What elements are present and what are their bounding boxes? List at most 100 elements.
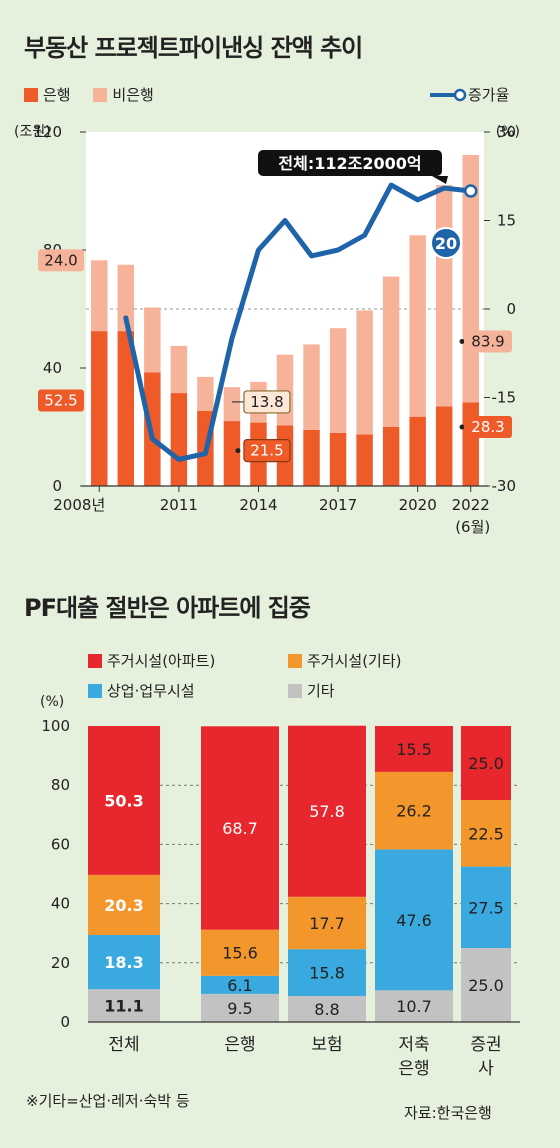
right-axis-unit: (%) bbox=[496, 124, 520, 140]
bar-value-label: 8.8 bbox=[314, 1000, 339, 1019]
right-tick-label: -15 bbox=[492, 389, 517, 407]
left-tick-label: 120 bbox=[33, 123, 62, 141]
chart2-category-label: 보험 bbox=[311, 1035, 342, 1055]
right-tick-label: -30 bbox=[492, 477, 517, 495]
x-tick-label: 2014 bbox=[239, 496, 277, 514]
chart1-annotations: 24.0 52.5 13.8 21.5 83.9 28.3 전체:112조2000억 20 bbox=[38, 150, 512, 463]
bar-segment bbox=[288, 725, 366, 897]
bar-segment bbox=[461, 800, 511, 867]
legend-commercial-label: 상업·업무시설 bbox=[107, 682, 195, 700]
bar-nonbank bbox=[223, 387, 241, 422]
legend-resother: 주거시설(기타) bbox=[288, 652, 402, 670]
chart1-growth-line bbox=[123, 182, 478, 462]
bar-segment bbox=[201, 726, 279, 930]
leader-right-bank-dot bbox=[459, 424, 465, 430]
chart2-category-label: 저축 bbox=[398, 1035, 429, 1055]
bar-nonbank bbox=[435, 185, 453, 407]
x-tick-label: 2011 bbox=[160, 496, 198, 514]
bar-value-label: 15.8 bbox=[309, 964, 345, 983]
total-callout-pointer bbox=[432, 176, 448, 184]
bar-value-label: 17.7 bbox=[309, 914, 345, 933]
label-nonbank-2014: 13.8 bbox=[250, 393, 283, 411]
footnote: ※기타=산업·레저·숙박 등 bbox=[26, 1092, 190, 1110]
bar-segment bbox=[201, 975, 279, 994]
bar-bank bbox=[382, 427, 400, 486]
chart2-title: PF대출 절반은 아파트에 집중 bbox=[24, 594, 311, 622]
legend-apt: 주거시설(아파트) bbox=[88, 650, 288, 671]
legend-growth-label: 증가율 bbox=[468, 86, 510, 104]
bar-nonbank bbox=[329, 328, 347, 433]
bar-value-label: 50.3 bbox=[104, 791, 143, 810]
label-nonbank-2022: 83.9 bbox=[471, 332, 504, 350]
left-axis-unit: (조원) bbox=[14, 124, 51, 140]
chart2-legend: 주거시설(아파트) 주거시설(기타) 상업·업무시설 기타 bbox=[88, 650, 488, 710]
chart2-y-tick-label: 40 bbox=[51, 895, 70, 913]
left-tick-label: 0 bbox=[52, 477, 62, 495]
bar-bank bbox=[170, 393, 188, 486]
chart2-category-label: 은행 bbox=[224, 1035, 255, 1055]
bar-nonbank bbox=[117, 264, 135, 332]
bar-nonbank bbox=[382, 276, 400, 427]
bar-value-label: 18.3 bbox=[104, 953, 143, 972]
legend-growth: 증가율 bbox=[428, 84, 509, 105]
x-tick-label: 2022 bbox=[452, 496, 490, 514]
bar-nonbank bbox=[170, 345, 188, 394]
growth-polyline bbox=[123, 182, 474, 462]
bar-nonbank bbox=[303, 344, 320, 430]
label-bank-2022: 28.3 bbox=[471, 418, 504, 436]
chart1-legend: 은행 비은행 bbox=[24, 84, 154, 105]
chart1-title: 부동산 프로젝트파이낸싱 잔액 추이 bbox=[24, 34, 363, 62]
legend-commercial: 상업·업무시설 bbox=[88, 680, 288, 701]
bar-segment bbox=[375, 849, 453, 991]
legend-other: 기타 bbox=[288, 682, 335, 700]
chart1-axes: 04080120(조원)-30-1501530(%)2008년201120142… bbox=[14, 123, 520, 536]
leader-mid-bank-dot bbox=[235, 448, 241, 454]
bar-value-label: 22.5 bbox=[468, 824, 504, 843]
right-tick-label: 30 bbox=[497, 123, 516, 141]
legend-growth-line-icon bbox=[430, 88, 467, 102]
bar-value-label: 27.5 bbox=[468, 898, 504, 917]
bar-nonbank bbox=[144, 307, 161, 373]
chart2-y-tick-label: 20 bbox=[51, 954, 70, 972]
legend-bank-label: 은행 bbox=[43, 86, 71, 104]
label-bank-2022-box bbox=[464, 416, 512, 438]
bar-bank bbox=[462, 402, 479, 486]
bar-segment bbox=[288, 949, 366, 996]
chart2-y-tick-label: 0 bbox=[60, 1013, 70, 1031]
bar-segment bbox=[461, 866, 511, 948]
bar-nonbank bbox=[276, 354, 294, 426]
label-bank-2014: 21.5 bbox=[250, 442, 283, 460]
bar-value-label: 15.6 bbox=[222, 944, 258, 963]
chart2-y-tick-label: 60 bbox=[51, 835, 70, 853]
bar-segment bbox=[88, 874, 160, 935]
bar-bank bbox=[356, 434, 373, 486]
label-bank-2008-box bbox=[38, 389, 84, 412]
growth-end-value: 20 bbox=[435, 234, 457, 253]
label-nonbank-2008-box bbox=[38, 249, 84, 272]
bar-value-label: 26.2 bbox=[396, 802, 432, 821]
source: 자료:한국은행 bbox=[404, 1104, 492, 1122]
bar-nonbank bbox=[409, 235, 426, 417]
bar-segment bbox=[375, 726, 453, 772]
label-bank-2008: 52.5 bbox=[44, 391, 77, 409]
bar-bank bbox=[303, 429, 320, 486]
label-nonbank-2022-box bbox=[464, 330, 512, 353]
bar-value-label: 47.6 bbox=[396, 911, 432, 930]
bar-value-label: 25.0 bbox=[468, 754, 504, 773]
total-callout-box bbox=[258, 150, 442, 176]
leader-right-nonbank-dot bbox=[459, 338, 465, 344]
chart2-y-unit: (%) bbox=[40, 694, 64, 710]
bar-value-label: 15.5 bbox=[396, 740, 432, 759]
bar-segment bbox=[201, 929, 279, 976]
legend-resother-label: 주거시설(기타) bbox=[307, 652, 402, 670]
growth-end-marker bbox=[463, 184, 478, 198]
bar-value-label: 10.7 bbox=[396, 997, 432, 1016]
bar-segment bbox=[288, 995, 366, 1022]
x-tick-label: 2017 bbox=[319, 496, 357, 514]
right-tick-label: 0 bbox=[506, 300, 516, 318]
chart2-bars: 11.1 18.3 20.3 50.3 9.5 6.1 15.6 68.7 8.8 15.8 17.… bbox=[88, 725, 511, 1022]
legend-nonbank: 비은행 bbox=[93, 86, 154, 104]
x-tick-label: 2008년 bbox=[53, 496, 105, 514]
bar-value-label: 9.5 bbox=[227, 999, 252, 1018]
